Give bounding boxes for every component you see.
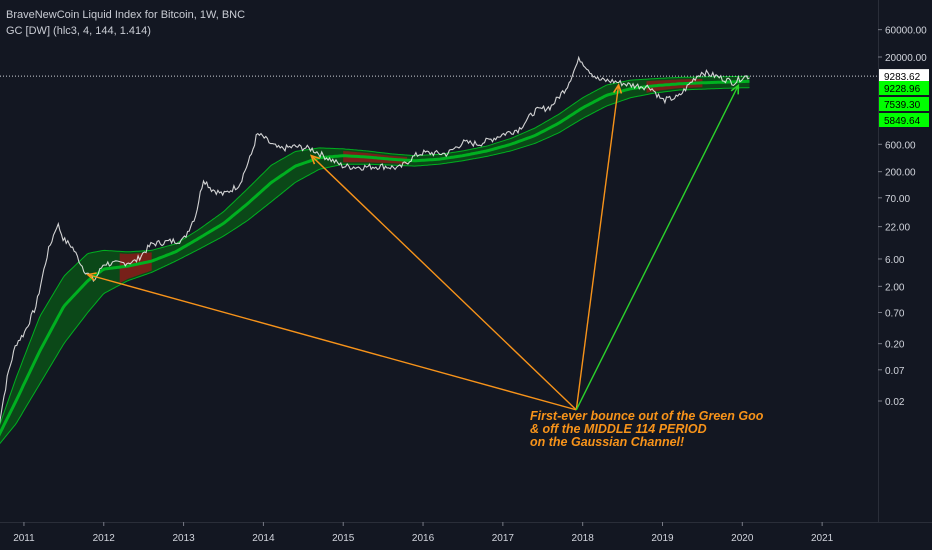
- y-tick-label-7: 22.00: [885, 223, 910, 234]
- annotation-line-2: & off the MIDDLE 114 PERIOD: [530, 422, 707, 436]
- x-tick-label-3: 2013: [172, 533, 195, 544]
- y-tick-label-3: 20000.00: [885, 53, 927, 64]
- arrow-head-2: [309, 154, 321, 165]
- arrow-2: [310, 155, 577, 411]
- annotation-line-1: First-ever bounce out of the Green Goo: [530, 409, 764, 423]
- indicator-title[interactable]: GC [DW] (hlc3, 4, 144, 1.414): [6, 25, 151, 37]
- x-tick-label-9: 2019: [651, 533, 674, 544]
- arrow-3: [575, 84, 620, 410]
- y-tick-label-9: 2.00: [885, 282, 905, 293]
- arrow-head-4: [730, 83, 740, 95]
- y-tick-label-11: 0.20: [885, 340, 905, 351]
- chart-legend: BraveNewCoin Liquid Index for Bitcoin, 1…: [6, 7, 245, 39]
- price-badge-label-2: 9228.96: [884, 84, 921, 95]
- channel-middle-line: [0, 79, 750, 437]
- price-badge-2: [879, 81, 929, 95]
- x-tick-label-4: 2014: [252, 533, 275, 544]
- bearish-channel-segment-1: [119, 252, 152, 284]
- y-tick-label-2: 60000.00: [885, 26, 927, 37]
- y-tick-label-5: 200.00: [885, 168, 916, 179]
- price-badge-1: [879, 69, 929, 84]
- x-tick-label-8: 2018: [572, 533, 595, 544]
- arrow-head-1: [86, 272, 97, 282]
- arrow-4: [575, 85, 739, 411]
- price-badge-label-4: 5849.64: [884, 116, 921, 127]
- y-tick-label-12: 0.07: [885, 366, 905, 377]
- symbol-title[interactable]: BraveNewCoin Liquid Index for Bitcoin, 1…: [6, 9, 246, 21]
- x-tick-label-10: 2020: [731, 533, 754, 544]
- price-badge-label-3: 7539.30: [884, 100, 921, 111]
- x-tick-label-1: 2011: [13, 533, 35, 544]
- price-badge-label-1: 9283.62: [884, 72, 921, 83]
- arrow-head-3: [612, 83, 623, 94]
- arrow-1: [87, 273, 577, 411]
- x-tick-label-7: 2017: [492, 533, 515, 544]
- x-tick-label-5: 2015: [332, 533, 355, 544]
- x-tick-label-2: 2012: [93, 533, 116, 544]
- y-tick-label-10: 0.70: [885, 308, 905, 319]
- x-tick-label-6: 2016: [412, 533, 435, 544]
- price-series-line: [0, 55, 750, 425]
- annotation-text: First-ever bounce out of the Green Goo &…: [530, 410, 763, 449]
- channel-upper-line: [0, 75, 750, 426]
- y-tick-label-4: 600.00: [885, 140, 916, 151]
- y-tick-label-6: 70.00: [885, 194, 910, 205]
- x-tick-label-11: 2021: [811, 533, 834, 544]
- y-tick-label-8: 6.00: [885, 255, 905, 266]
- y-tick-label-13: 0.02: [885, 397, 905, 408]
- price-badge-3: [879, 97, 929, 111]
- price-badge-4: [879, 113, 929, 127]
- annotation-line-3: on the Gaussian Channel!: [530, 435, 685, 449]
